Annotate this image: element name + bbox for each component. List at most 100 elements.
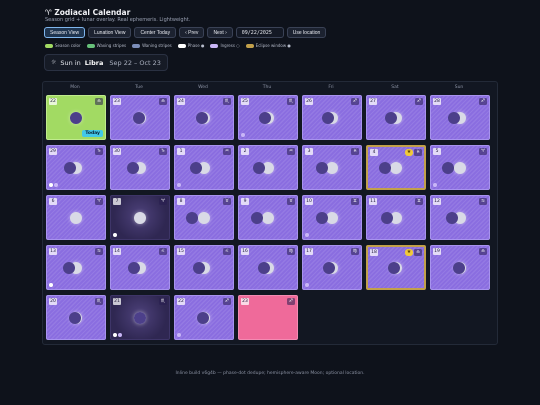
day-cell[interactable]: 20 ♏ [46,295,106,340]
day-cell[interactable]: 22 ♐ [174,295,234,340]
moon-shadow [189,161,202,174]
day-cell[interactable]: 1 ♒ [174,145,234,190]
legend-item: Phase ● [177,43,205,48]
date-field[interactable] [235,27,284,38]
weekday-header: Mon Tue Wed Thu Fri Sat Sun [43,85,499,93]
zodiac-glyph-icon: ♑ [159,148,167,155]
event-dot [113,233,117,237]
day-cell[interactable]: 30 ♑ [110,145,170,190]
weekday-label: Tue [135,85,143,90]
center-today-button[interactable]: Center Today [134,27,177,38]
day-cell[interactable]: 9 ♉ [238,195,298,240]
legend-swatch [245,43,254,48]
day-number: 6 [49,198,57,205]
next-button[interactable]: Next › [207,27,233,38]
calendar-grid: Mon Tue Wed Thu Fri Sat Sun 22 ♎ Today 23 ♎ 24 ♏ 25 ♏ 2… [42,81,498,345]
day-cell[interactable]: 17 ♍ [302,245,362,290]
day-number: 29 [49,148,57,155]
event-dots [49,283,53,287]
day-cell[interactable]: 10 ♊ [302,195,362,240]
day-cell[interactable]: 16 ♍ [238,245,298,290]
day-cell[interactable]: 22 ♎ Today [46,95,106,140]
moon-phase-icon [441,161,466,174]
moon-phase-icon [189,161,210,174]
event-dot [305,233,309,237]
day-cell[interactable]: 27 ♐ [366,95,426,140]
use-location-button[interactable]: Use location [286,27,327,38]
day-cell[interactable]: 3 ♓ [302,145,362,190]
zodiac-glyph-icon: ♉ [223,198,231,205]
prev-button[interactable]: ‹ Prev [179,27,205,38]
moon-shadow [63,161,76,174]
day-cell[interactable]: 23 ♎ [110,95,170,140]
day-cell[interactable]: 19 ♎ [430,245,490,290]
zodiac-glyph-icon: ♐ [351,98,359,105]
day-cell[interactable]: 4 ♓ ★ [366,145,426,190]
season-view-button[interactable]: Season View [44,27,86,38]
day-cell[interactable]: 18 ♎ ★ [366,245,426,290]
day-cell[interactable]: 13 ♋ [46,245,106,290]
day-number: 3 [305,148,313,155]
zodiac-glyph-icon: ♏ [287,98,295,105]
weekday-label: Wed [198,85,208,90]
day-cell[interactable]: 8 ♉ [174,195,234,240]
day-cell[interactable]: 2 ♒ [238,145,298,190]
legend-label: Waxing stripes [96,43,127,48]
event-dot [177,183,181,187]
moon-shadow [387,261,400,274]
day-cell[interactable]: 11 ♊ [366,195,426,240]
zodiac-glyph-icon: ♌ [223,248,231,255]
moon-shadow [126,161,139,174]
day-cell[interactable]: 28 ♐ [430,95,490,140]
event-dot [54,183,58,187]
sun-sign: Libra [84,58,104,67]
day-number: 1 [177,148,185,155]
moon-shadow [69,311,82,324]
day-cell[interactable]: 25 ♏ [238,95,298,140]
day-cell[interactable]: 6 ♈ [46,195,106,240]
moon-phase-icon [134,211,146,224]
moon-shadow [452,261,465,274]
moon-shadow [186,211,199,224]
moon-shadow [133,311,146,324]
moon-phase-icon [70,211,82,224]
day-number: 9 [241,198,249,205]
day-cell[interactable]: 29 ♑ [46,145,106,190]
zodiac-glyph-icon: ♏ [95,298,103,305]
sun-date-range: Sep 22 – Oct 23 [109,58,161,67]
moon-shadow [250,211,263,224]
legend-swatch [177,43,186,48]
lunation-view-button[interactable]: Lunation View [88,27,132,38]
legend-label: Phase ● [187,43,205,48]
day-cell[interactable]: 12 ♋ [430,195,490,240]
day-cell[interactable]: 26 ♐ [302,95,362,140]
day-number: 7 [113,198,121,205]
moon-phase-icon [62,261,82,274]
moon-phase-icon [322,111,338,124]
legend-swatch [210,43,219,48]
day-cell[interactable]: 5 ♈ [430,145,490,190]
day-cell[interactable]: 14 ♌ [110,245,170,290]
moon-phase-icon [387,261,402,274]
moon-phase-icon [259,111,274,124]
day-number: 11 [369,198,377,205]
moon-shadow [380,211,393,224]
day-number: 5 [433,148,441,155]
day-cell[interactable]: 21 ♏ [110,295,170,340]
moon-phase-icon [250,211,274,224]
legend-item: Waxing stripes [86,43,127,48]
moon-phase-icon [196,111,210,124]
day-cell[interactable]: 24 ♏ [174,95,234,140]
moon-shadow [259,111,272,124]
day-number: 24 [177,98,185,105]
sun-sign-panel: ☼ Sun in Libra Sep 22 – Oct 23 [44,54,168,71]
eclipse-star-icon: ★ [405,149,413,156]
day-cell[interactable]: 7 ♈ [110,195,170,240]
moon-shadow [197,311,210,324]
day-cell[interactable]: 15 ♌ [174,245,234,290]
day-cell[interactable]: 23 ♐ [238,295,298,340]
zodiac-glyph-icon: ♐ [415,98,423,105]
moon-shadow [252,161,265,174]
event-dot [241,133,245,137]
day-number: 20 [49,298,57,305]
